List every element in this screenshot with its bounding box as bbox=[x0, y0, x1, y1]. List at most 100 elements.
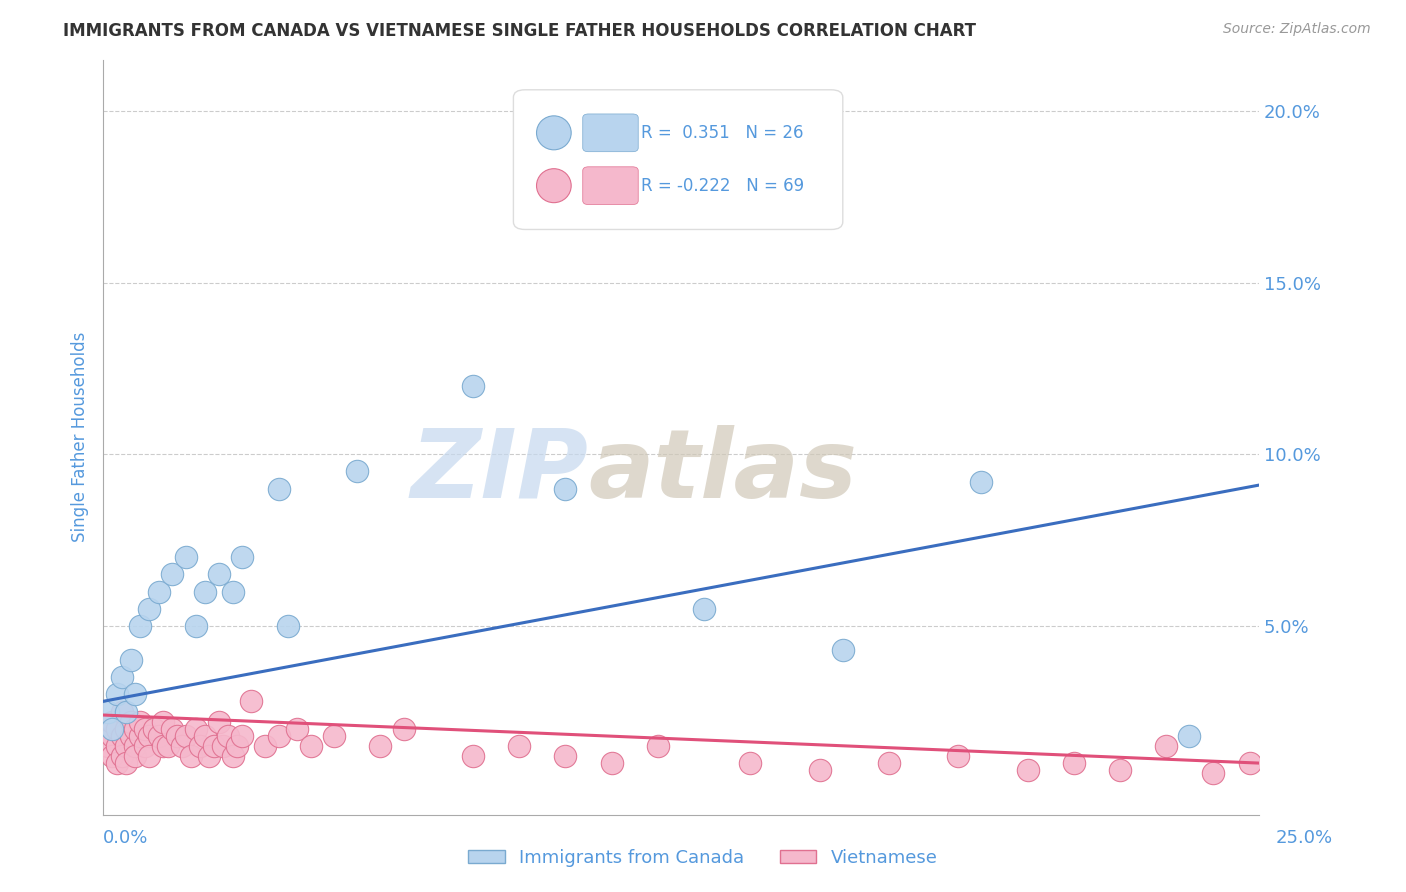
Point bbox=[392, 722, 415, 736]
Point bbox=[948, 749, 970, 764]
Point bbox=[461, 378, 484, 392]
Point bbox=[554, 482, 576, 496]
Point bbox=[208, 567, 231, 582]
Point bbox=[111, 729, 134, 743]
Point bbox=[115, 756, 138, 770]
Point bbox=[97, 739, 120, 753]
Point bbox=[101, 749, 124, 764]
Point bbox=[111, 670, 134, 684]
Point bbox=[162, 722, 184, 736]
Point bbox=[105, 739, 128, 753]
Point bbox=[105, 688, 128, 702]
Point bbox=[129, 729, 152, 743]
Point bbox=[170, 739, 193, 753]
Point bbox=[221, 584, 243, 599]
Point bbox=[134, 722, 156, 736]
Point bbox=[180, 749, 202, 764]
Point bbox=[508, 739, 530, 753]
Text: R = -0.222   N = 69: R = -0.222 N = 69 bbox=[641, 177, 804, 194]
Point bbox=[1017, 763, 1039, 777]
Point bbox=[101, 722, 124, 736]
Point bbox=[198, 749, 221, 764]
Point bbox=[240, 694, 263, 708]
Text: atlas: atlas bbox=[589, 425, 858, 517]
Ellipse shape bbox=[537, 116, 571, 150]
Point bbox=[138, 601, 160, 615]
Point bbox=[129, 714, 152, 729]
Legend: Immigrants from Canada, Vietnamese: Immigrants from Canada, Vietnamese bbox=[461, 842, 945, 874]
Point bbox=[212, 739, 235, 753]
Point bbox=[600, 756, 623, 770]
Point bbox=[111, 705, 134, 719]
Point bbox=[115, 705, 138, 719]
Point bbox=[208, 714, 231, 729]
Point bbox=[105, 756, 128, 770]
Point bbox=[277, 619, 299, 633]
Point bbox=[152, 714, 174, 729]
Point bbox=[831, 643, 853, 657]
Point bbox=[188, 739, 211, 753]
Point bbox=[1109, 763, 1132, 777]
Text: 0.0%: 0.0% bbox=[103, 829, 148, 847]
Point bbox=[166, 729, 188, 743]
Point bbox=[115, 722, 138, 736]
FancyBboxPatch shape bbox=[513, 90, 842, 229]
Point bbox=[285, 722, 308, 736]
Point bbox=[143, 722, 166, 736]
Point bbox=[124, 688, 146, 702]
Text: R =  0.351   N = 26: R = 0.351 N = 26 bbox=[641, 124, 803, 142]
Point bbox=[221, 749, 243, 764]
Point bbox=[217, 729, 239, 743]
Point bbox=[267, 729, 290, 743]
Point bbox=[877, 756, 900, 770]
Point bbox=[231, 729, 253, 743]
Point bbox=[176, 729, 198, 743]
Point bbox=[134, 739, 156, 753]
Point bbox=[253, 739, 276, 753]
Point bbox=[184, 722, 207, 736]
Point bbox=[202, 739, 225, 753]
FancyBboxPatch shape bbox=[582, 167, 638, 204]
Point bbox=[97, 722, 120, 736]
Point bbox=[231, 550, 253, 565]
Point bbox=[740, 756, 762, 770]
Point bbox=[184, 619, 207, 633]
Point bbox=[194, 729, 217, 743]
Point bbox=[101, 714, 124, 729]
Point bbox=[226, 739, 249, 753]
Point bbox=[1239, 756, 1261, 770]
Point bbox=[138, 749, 160, 764]
Y-axis label: Single Father Households: Single Father Households bbox=[72, 332, 89, 542]
Point bbox=[1063, 756, 1085, 770]
Point bbox=[105, 722, 128, 736]
Point bbox=[101, 729, 124, 743]
Point bbox=[120, 729, 142, 743]
Point bbox=[176, 550, 198, 565]
Point bbox=[1178, 729, 1201, 743]
Point bbox=[124, 739, 146, 753]
Point bbox=[129, 619, 152, 633]
Point bbox=[148, 584, 170, 599]
Point bbox=[162, 567, 184, 582]
Point bbox=[1201, 766, 1223, 780]
Point bbox=[124, 722, 146, 736]
Point bbox=[97, 705, 120, 719]
Point bbox=[693, 601, 716, 615]
Text: ZIP: ZIP bbox=[411, 425, 589, 517]
Text: 25.0%: 25.0% bbox=[1275, 829, 1333, 847]
Point bbox=[970, 475, 993, 489]
FancyBboxPatch shape bbox=[582, 114, 638, 152]
Point bbox=[124, 749, 146, 764]
Point bbox=[647, 739, 669, 753]
Point bbox=[194, 584, 217, 599]
Point bbox=[461, 749, 484, 764]
Point bbox=[138, 729, 160, 743]
Point bbox=[346, 464, 368, 478]
Point bbox=[299, 739, 322, 753]
Point bbox=[323, 729, 346, 743]
Point bbox=[808, 763, 831, 777]
Point bbox=[1156, 739, 1178, 753]
Text: IMMIGRANTS FROM CANADA VS VIETNAMESE SINGLE FATHER HOUSEHOLDS CORRELATION CHART: IMMIGRANTS FROM CANADA VS VIETNAMESE SIN… bbox=[63, 22, 976, 40]
Point bbox=[120, 653, 142, 667]
Point bbox=[152, 739, 174, 753]
